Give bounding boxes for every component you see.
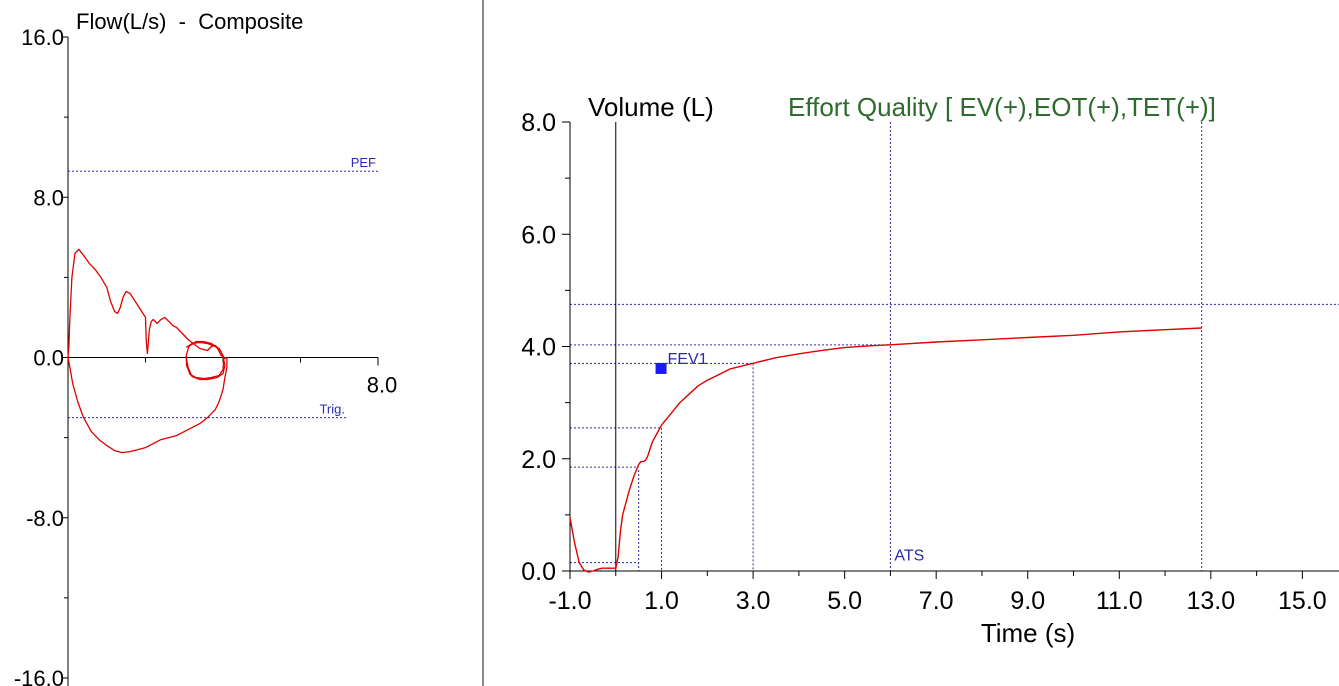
vt-x-axis-label: Time (s) <box>981 618 1075 648</box>
vt-fev1-marker <box>655 362 667 374</box>
fv-trig-line-label: Trig. <box>319 402 345 417</box>
vt-annotations: FEV1 ATS <box>655 351 924 564</box>
vt-series <box>569 327 1202 573</box>
vt-ats-label: ATS <box>894 547 924 564</box>
vt-y-tick-label: 0.0 <box>521 558 556 586</box>
volume-time-chart: Volume (L) Effort Quality [ EV(+),EOT(+)… <box>521 92 1339 648</box>
vt-fev1-label: FEV1 <box>668 351 708 368</box>
vt-guides <box>570 122 1339 571</box>
vt-x-tick-label: 1.0 <box>644 587 679 615</box>
vt-effort-quality: Effort Quality [ EV(+),EOT(+),TET(+)] <box>788 92 1216 122</box>
fv-curve-1 <box>67 248 228 454</box>
vt-axes <box>562 121 1339 579</box>
flow-volume-chart: Flow(L/s) - Composite 16.0 8.0 0.0 -8.0 -16.… <box>14 9 397 686</box>
fv-curve-2 <box>185 340 226 381</box>
fv-x-tick-label: 8.0 <box>367 373 398 398</box>
vt-x-tick-label: 5.0 <box>827 587 862 615</box>
vt-x-tick-label: 3.0 <box>736 587 771 615</box>
fv-title: Flow(L/s) - Composite <box>76 9 303 34</box>
fv-series <box>67 248 228 454</box>
vt-y-axis-label: Volume (L) <box>588 92 714 122</box>
fv-y-tick-label: -16.0 <box>14 666 64 686</box>
fv-reference-lines: PEF Trig. <box>68 155 378 419</box>
vt-x-tick-label: 15.0 <box>1278 587 1327 615</box>
fv-y-tick-label: 0.0 <box>33 346 64 371</box>
vt-tick-labels: 8.0 6.0 4.0 2.0 0.0-1.0 1.0 3.0 5.0 7.0 9.0 11.0 13… <box>521 109 1326 615</box>
vt-y-tick-label: 2.0 <box>521 446 556 474</box>
vt-x-tick-label: 13.0 <box>1186 587 1235 615</box>
fv-pef-line-label: PEF <box>351 155 376 170</box>
vt-volume-curve <box>569 327 1202 573</box>
fv-y-tick-label: -8.0 <box>26 506 64 531</box>
vt-x-tick-label: 11.0 <box>1096 587 1143 615</box>
vt-x-tick-label: 7.0 <box>919 587 954 615</box>
vt-x-tick-label: 9.0 <box>1010 587 1045 615</box>
fv-axes <box>62 36 379 686</box>
vt-y-tick-label: 4.0 <box>521 334 556 362</box>
vt-x-tick-label: -1.0 <box>548 587 591 615</box>
fv-y-tick-label: 8.0 <box>33 185 64 210</box>
vt-y-tick-label: 6.0 <box>521 221 556 249</box>
fv-y-tick-label: 16.0 <box>21 25 64 50</box>
vt-y-tick-label: 8.0 <box>521 109 556 137</box>
fv-tick-labels: 16.0 8.0 0.0 -8.0 -16.0 8.0 <box>14 25 397 686</box>
